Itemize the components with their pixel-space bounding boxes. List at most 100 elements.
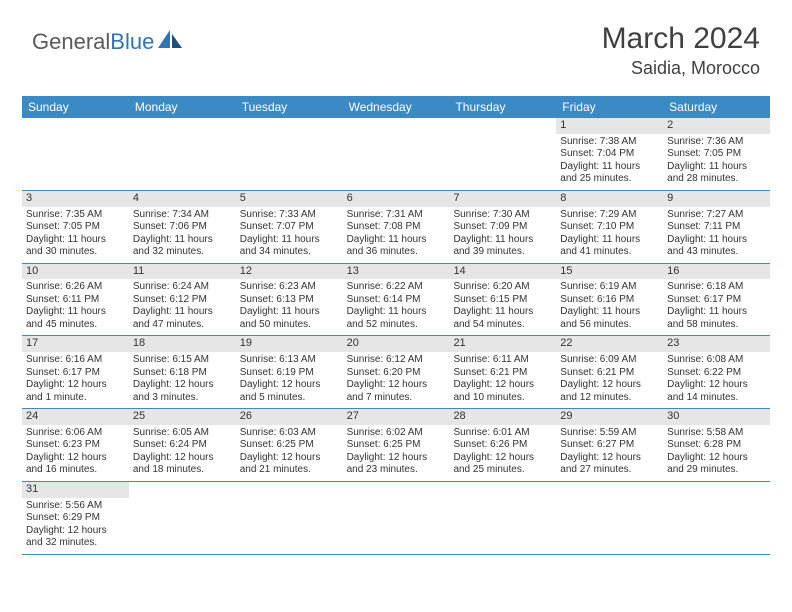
sunrise-text: Sunrise: 6:01 AM — [453, 427, 552, 440]
daylight-text: Daylight: 12 hours and 16 minutes. — [26, 452, 125, 477]
day-number: 1 — [556, 118, 663, 134]
day-cell: 9Sunrise: 7:27 AMSunset: 7:11 PMDaylight… — [663, 191, 770, 263]
day-body: Sunrise: 6:16 AMSunset: 6:17 PMDaylight:… — [22, 352, 129, 408]
day-cell: 30Sunrise: 5:58 AMSunset: 6:28 PMDayligh… — [663, 409, 770, 481]
sunrise-text: Sunrise: 6:12 AM — [347, 354, 446, 367]
daylight-text: Daylight: 11 hours and 39 minutes. — [453, 234, 552, 259]
day-cell: 31Sunrise: 5:56 AMSunset: 6:29 PMDayligh… — [22, 482, 129, 554]
sunset-text: Sunset: 6:17 PM — [667, 294, 766, 307]
day-body — [129, 134, 236, 140]
daylight-text: Daylight: 11 hours and 32 minutes. — [133, 234, 232, 259]
sunrise-text: Sunrise: 6:13 AM — [240, 354, 339, 367]
day-number: 21 — [449, 336, 556, 352]
daylight-text: Daylight: 11 hours and 34 minutes. — [240, 234, 339, 259]
week-row: 10Sunrise: 6:26 AMSunset: 6:11 PMDayligh… — [22, 264, 770, 337]
sunset-text: Sunset: 6:17 PM — [26, 367, 125, 380]
day-cell: 27Sunrise: 6:02 AMSunset: 6:25 PMDayligh… — [343, 409, 450, 481]
daylight-text: Daylight: 12 hours and 29 minutes. — [667, 452, 766, 477]
week-row: 3Sunrise: 7:35 AMSunset: 7:05 PMDaylight… — [22, 191, 770, 264]
sunset-text: Sunset: 6:16 PM — [560, 294, 659, 307]
day-cell — [343, 118, 450, 190]
day-number: 26 — [236, 409, 343, 425]
day-body: Sunrise: 6:02 AMSunset: 6:25 PMDaylight:… — [343, 425, 450, 481]
sunrise-text: Sunrise: 7:34 AM — [133, 209, 232, 222]
sunrise-text: Sunrise: 6:19 AM — [560, 281, 659, 294]
day-cell — [236, 118, 343, 190]
day-body: Sunrise: 6:06 AMSunset: 6:23 PMDaylight:… — [22, 425, 129, 481]
day-number: 11 — [129, 264, 236, 280]
sunset-text: Sunset: 7:04 PM — [560, 148, 659, 161]
daylight-text: Daylight: 12 hours and 10 minutes. — [453, 379, 552, 404]
day-cell — [129, 118, 236, 190]
sunrise-text: Sunrise: 7:38 AM — [560, 136, 659, 149]
day-cell: 28Sunrise: 6:01 AMSunset: 6:26 PMDayligh… — [449, 409, 556, 481]
sunrise-text: Sunrise: 7:29 AM — [560, 209, 659, 222]
day-number: 28 — [449, 409, 556, 425]
sunrise-text: Sunrise: 6:23 AM — [240, 281, 339, 294]
day-body: Sunrise: 6:12 AMSunset: 6:20 PMDaylight:… — [343, 352, 450, 408]
day-number: 19 — [236, 336, 343, 352]
day-header-cell: Friday — [556, 96, 663, 118]
sunset-text: Sunset: 6:27 PM — [560, 439, 659, 452]
sunrise-text: Sunrise: 6:08 AM — [667, 354, 766, 367]
day-body: Sunrise: 6:03 AMSunset: 6:25 PMDaylight:… — [236, 425, 343, 481]
day-cell: 29Sunrise: 5:59 AMSunset: 6:27 PMDayligh… — [556, 409, 663, 481]
sunset-text: Sunset: 7:05 PM — [667, 148, 766, 161]
day-number — [236, 118, 343, 134]
day-cell: 14Sunrise: 6:20 AMSunset: 6:15 PMDayligh… — [449, 264, 556, 336]
daylight-text: Daylight: 11 hours and 47 minutes. — [133, 306, 232, 331]
sunset-text: Sunset: 7:11 PM — [667, 221, 766, 234]
daylight-text: Daylight: 11 hours and 50 minutes. — [240, 306, 339, 331]
day-cell — [22, 118, 129, 190]
sunset-text: Sunset: 6:24 PM — [133, 439, 232, 452]
day-number: 9 — [663, 191, 770, 207]
daylight-text: Daylight: 12 hours and 32 minutes. — [26, 525, 125, 550]
day-cell: 7Sunrise: 7:30 AMSunset: 7:09 PMDaylight… — [449, 191, 556, 263]
day-number: 6 — [343, 191, 450, 207]
day-number: 18 — [129, 336, 236, 352]
day-cell — [129, 482, 236, 554]
day-cell: 8Sunrise: 7:29 AMSunset: 7:10 PMDaylight… — [556, 191, 663, 263]
sunrise-text: Sunrise: 7:27 AM — [667, 209, 766, 222]
day-body: Sunrise: 7:33 AMSunset: 7:07 PMDaylight:… — [236, 207, 343, 263]
day-body: Sunrise: 7:30 AMSunset: 7:09 PMDaylight:… — [449, 207, 556, 263]
daylight-text: Daylight: 11 hours and 25 minutes. — [560, 161, 659, 186]
day-body: Sunrise: 6:18 AMSunset: 6:17 PMDaylight:… — [663, 279, 770, 335]
sunrise-text: Sunrise: 5:56 AM — [26, 500, 125, 513]
day-body: Sunrise: 6:13 AMSunset: 6:19 PMDaylight:… — [236, 352, 343, 408]
sunset-text: Sunset: 7:06 PM — [133, 221, 232, 234]
day-number: 31 — [22, 482, 129, 498]
day-body: Sunrise: 6:08 AMSunset: 6:22 PMDaylight:… — [663, 352, 770, 408]
day-body: Sunrise: 6:23 AMSunset: 6:13 PMDaylight:… — [236, 279, 343, 335]
daylight-text: Daylight: 11 hours and 54 minutes. — [453, 306, 552, 331]
day-cell — [556, 482, 663, 554]
day-number: 15 — [556, 264, 663, 280]
sunrise-text: Sunrise: 7:33 AM — [240, 209, 339, 222]
day-body — [343, 134, 450, 140]
day-body: Sunrise: 6:22 AMSunset: 6:14 PMDaylight:… — [343, 279, 450, 335]
day-number — [343, 118, 450, 134]
sunrise-text: Sunrise: 6:05 AM — [133, 427, 232, 440]
day-number — [449, 118, 556, 134]
sunset-text: Sunset: 6:21 PM — [453, 367, 552, 380]
sunset-text: Sunset: 6:15 PM — [453, 294, 552, 307]
daylight-text: Daylight: 11 hours and 30 minutes. — [26, 234, 125, 259]
day-body — [663, 498, 770, 504]
day-header-row: SundayMondayTuesdayWednesdayThursdayFrid… — [22, 96, 770, 118]
day-body: Sunrise: 6:24 AMSunset: 6:12 PMDaylight:… — [129, 279, 236, 335]
sunrise-text: Sunrise: 5:59 AM — [560, 427, 659, 440]
daylight-text: Daylight: 11 hours and 56 minutes. — [560, 306, 659, 331]
day-body: Sunrise: 5:58 AMSunset: 6:28 PMDaylight:… — [663, 425, 770, 481]
day-number: 17 — [22, 336, 129, 352]
day-number: 25 — [129, 409, 236, 425]
sunset-text: Sunset: 6:28 PM — [667, 439, 766, 452]
day-body: Sunrise: 6:19 AMSunset: 6:16 PMDaylight:… — [556, 279, 663, 335]
day-body: Sunrise: 7:34 AMSunset: 7:06 PMDaylight:… — [129, 207, 236, 263]
logo: GeneralBlue — [32, 28, 184, 55]
day-cell — [663, 482, 770, 554]
sunset-text: Sunset: 7:10 PM — [560, 221, 659, 234]
day-body: Sunrise: 6:15 AMSunset: 6:18 PMDaylight:… — [129, 352, 236, 408]
day-number: 23 — [663, 336, 770, 352]
day-cell: 19Sunrise: 6:13 AMSunset: 6:19 PMDayligh… — [236, 336, 343, 408]
day-body — [449, 134, 556, 140]
